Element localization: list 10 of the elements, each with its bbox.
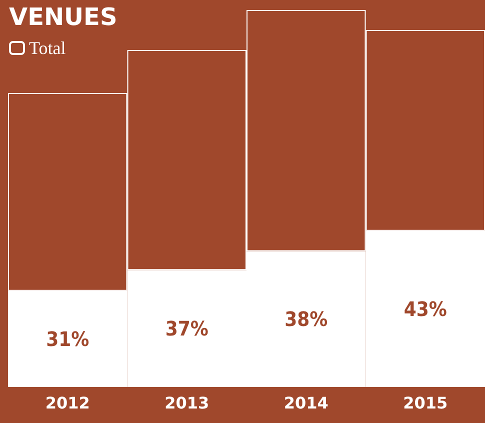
x-tick-label: 2014 [284, 394, 328, 412]
x-tick-label: 2012 [45, 394, 90, 412]
chart-title: VENUES [9, 3, 118, 31]
annotation: 31% [46, 326, 90, 351]
annotation: 38% [284, 307, 328, 332]
annotation: 43% [404, 296, 447, 321]
annotation: 37% [165, 316, 208, 341]
legend-label: Total [29, 38, 66, 58]
x-tick-label: 2015 [403, 394, 448, 412]
x-tick-label: 2013 [164, 394, 210, 412]
